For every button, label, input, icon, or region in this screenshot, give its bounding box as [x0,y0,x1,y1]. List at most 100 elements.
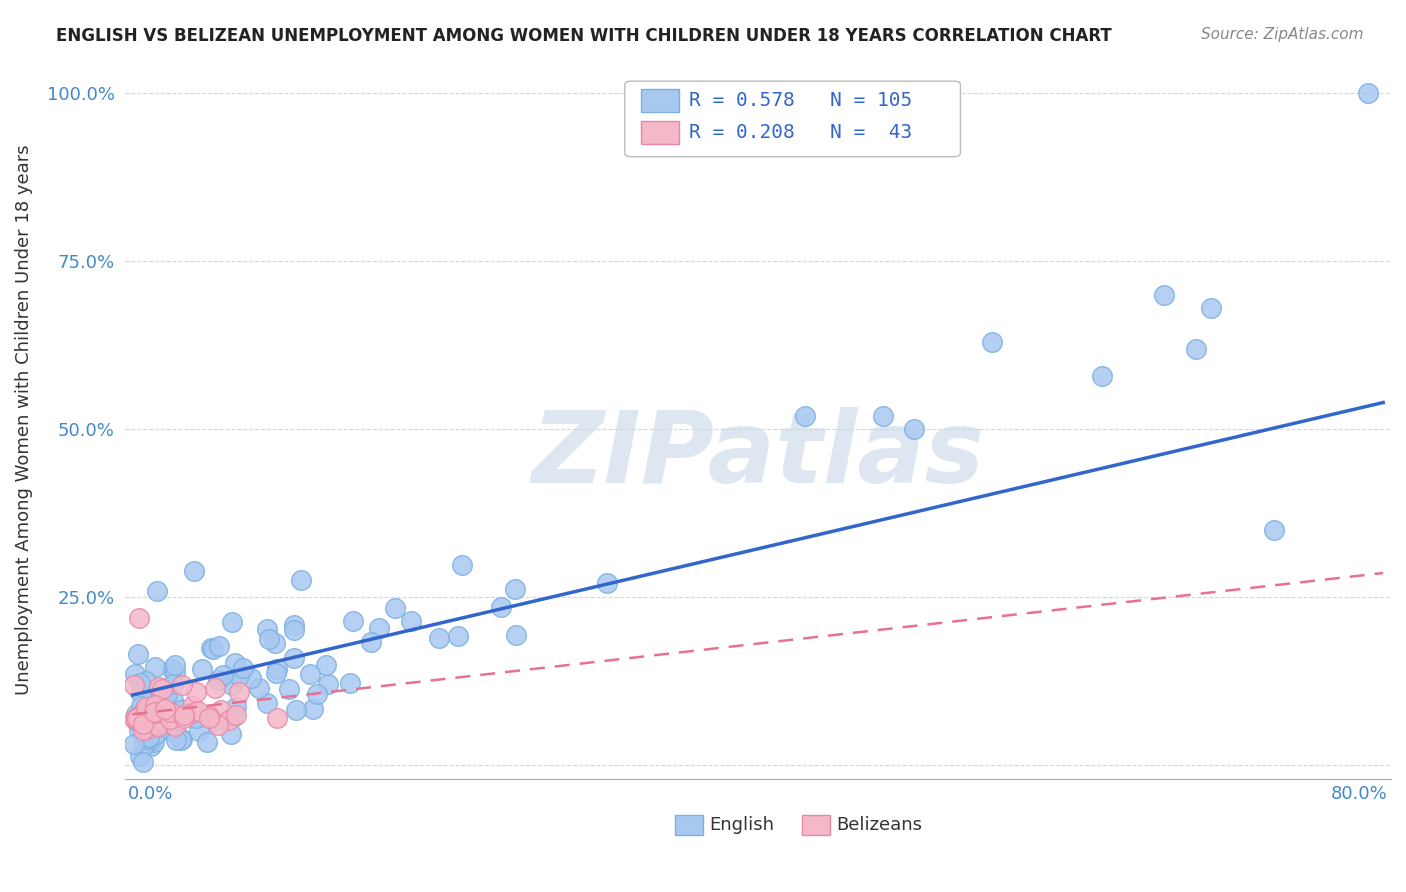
Point [128,676,150,690]
Point [450,558,472,572]
Point [145,583,167,598]
Point [596,576,619,591]
Point [872,409,894,423]
Point [139,724,162,739]
Point [302,702,325,716]
Point [128,723,150,738]
Point [142,687,165,701]
Point [150,681,173,696]
Point [132,705,155,719]
Point [207,717,229,731]
Point [132,723,155,737]
Point [188,723,211,738]
Point [1153,288,1175,302]
Point [128,610,150,624]
Point [143,706,166,720]
Point [181,698,204,713]
Point [204,681,226,696]
Text: ENGLISH VS BELIZEAN UNEMPLOYMENT AMONG WOMEN WITH CHILDREN UNDER 18 YEARS CORREL: ENGLISH VS BELIZEAN UNEMPLOYMENT AMONG W… [56,27,1112,45]
Point [124,712,146,726]
Point [360,634,382,648]
Point [211,668,233,682]
Point [138,734,160,748]
Point [228,669,250,683]
Text: 0.0%: 0.0% [128,785,173,803]
Point [339,676,361,690]
Text: Source: ZipAtlas.com: Source: ZipAtlas.com [1201,27,1364,42]
Point [447,629,470,643]
Point [174,706,197,721]
Point [122,712,145,726]
Point [342,614,364,628]
Bar [803,814,830,835]
Text: R = 0.578   N = 105: R = 0.578 N = 105 [689,91,912,110]
Point [401,614,423,628]
Text: English: English [710,816,775,834]
Point [160,662,183,676]
Point [221,615,243,629]
Point [159,709,181,723]
Point [156,687,179,701]
Point [290,573,312,587]
Point [172,678,194,692]
Point [139,709,162,723]
Point [128,749,150,764]
Point [146,689,169,703]
Point [184,711,207,725]
Point [503,582,526,596]
Point [127,647,149,661]
Point [222,710,245,724]
Bar [675,814,703,835]
Point [138,730,160,744]
Point [181,706,204,720]
Point [266,711,288,725]
Point [136,702,159,716]
Point [129,687,152,701]
Point [200,641,222,656]
Point [153,716,176,731]
Point [143,734,166,748]
Point [1263,523,1285,537]
Point [145,727,167,741]
Point [143,727,166,741]
Point [283,651,305,665]
Point [162,693,184,707]
Point [266,662,288,676]
Point [172,731,194,746]
Point [228,684,250,698]
Text: R = 0.208   N =  43: R = 0.208 N = 43 [689,123,912,142]
Point [124,667,146,681]
Point [202,714,225,728]
Point [232,661,254,675]
Point [195,734,218,748]
Point [135,731,157,746]
Point [298,666,321,681]
Point [135,703,157,717]
Point [135,722,157,736]
Point [165,665,187,679]
Text: ZIPatlas: ZIPatlas [531,407,984,504]
Point [165,733,187,747]
Point [153,697,176,711]
Point [170,703,193,717]
Point [1199,301,1222,316]
Point [127,711,149,725]
Point [184,684,207,698]
Point [981,334,1004,349]
Point [122,678,145,692]
Point [187,704,209,718]
Point [159,712,181,726]
Point [208,639,231,653]
Point [157,722,180,736]
Point [165,657,187,672]
Point [143,660,166,674]
Point [134,710,156,724]
Point [159,723,181,738]
FancyBboxPatch shape [624,81,960,157]
Point [173,707,195,722]
Point [139,739,162,753]
Point [146,718,169,732]
Point [247,681,270,696]
Point [218,713,240,727]
Point [191,662,214,676]
